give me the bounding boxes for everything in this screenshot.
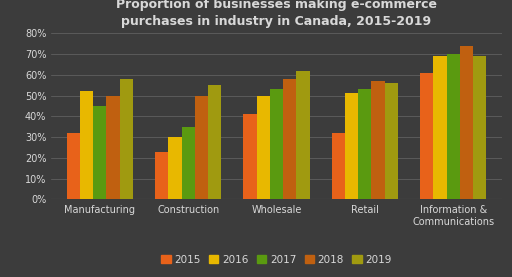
Title: Proportion of businesses making e-commerce
purchases in industry in Canada, 2015: Proportion of businesses making e-commer… — [116, 0, 437, 28]
Bar — [195, 96, 208, 199]
Bar — [283, 79, 296, 199]
Bar — [257, 96, 270, 199]
Bar — [208, 85, 221, 199]
Bar — [296, 71, 310, 199]
Bar — [243, 114, 257, 199]
Bar — [67, 133, 80, 199]
Bar — [93, 106, 106, 199]
Bar — [106, 96, 120, 199]
Bar — [182, 127, 195, 199]
Bar — [332, 133, 345, 199]
Legend: 2015, 2016, 2017, 2018, 2019: 2015, 2016, 2017, 2018, 2019 — [161, 255, 392, 265]
Bar — [446, 54, 460, 199]
Bar — [420, 73, 433, 199]
Bar — [385, 83, 398, 199]
Bar — [473, 56, 486, 199]
Bar — [371, 81, 385, 199]
Bar — [433, 56, 446, 199]
Bar — [460, 46, 473, 199]
Bar — [120, 79, 133, 199]
Bar — [80, 91, 93, 199]
Bar — [168, 137, 182, 199]
Bar — [155, 152, 168, 199]
Bar — [270, 89, 283, 199]
Bar — [358, 89, 371, 199]
Bar — [345, 94, 358, 199]
